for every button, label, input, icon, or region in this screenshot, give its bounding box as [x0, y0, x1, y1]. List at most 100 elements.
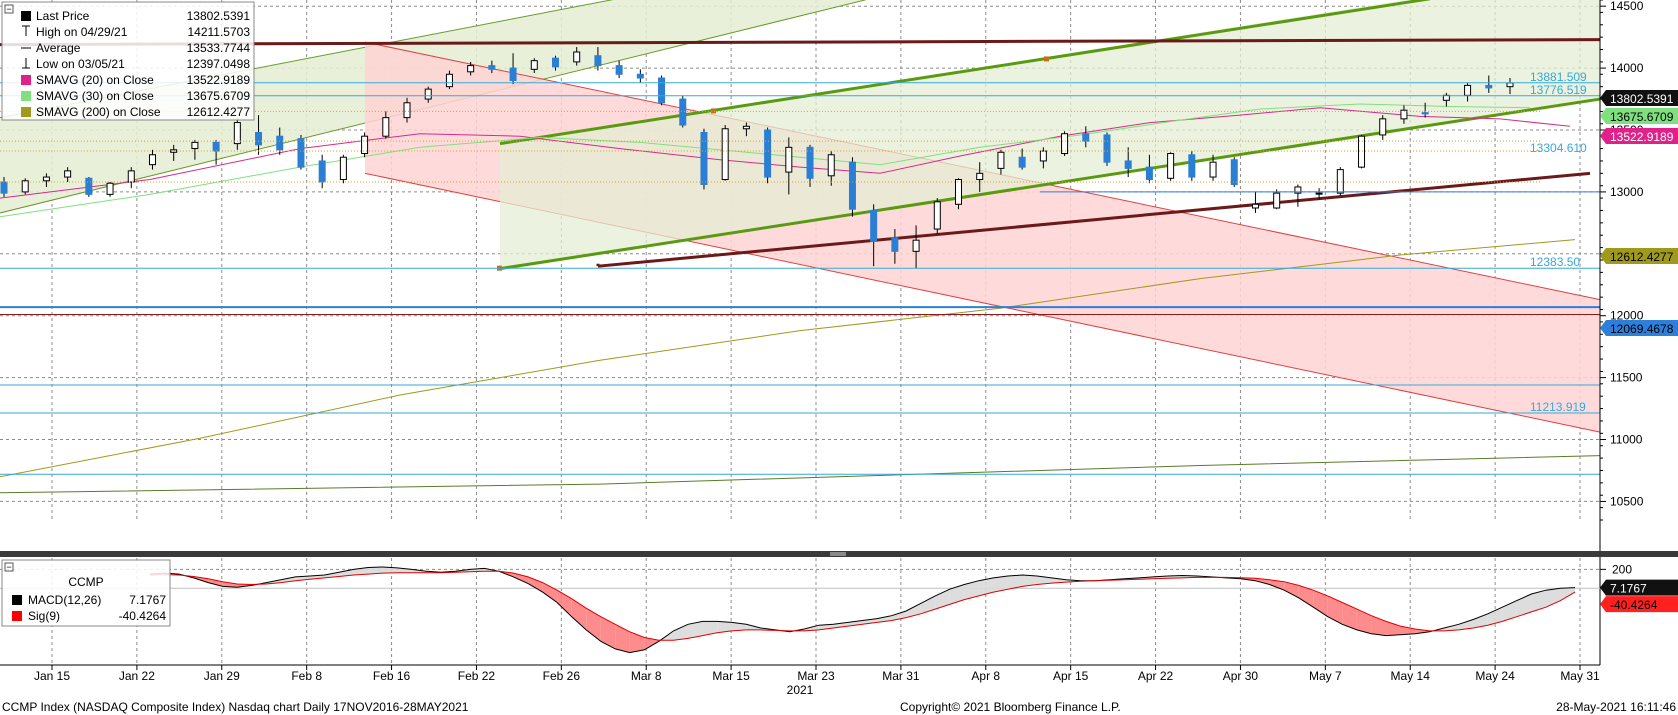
candle [509, 53, 517, 85]
price-label-box [1600, 320, 1678, 336]
candle-body [1421, 112, 1429, 115]
candle [594, 47, 602, 71]
macd-fill [1298, 585, 1314, 608]
candle-body [827, 154, 835, 177]
macd-fill [964, 580, 979, 600]
candle-body [1294, 186, 1302, 194]
legend-row: SMAVG (200) on Close 12612.4277 [21, 105, 250, 119]
candle [1167, 152, 1175, 181]
axis-tick-label: 200 [1612, 562, 1632, 576]
candle-body [997, 151, 1005, 169]
macd-fill [717, 621, 732, 633]
legend-label: High on 04/29/21 [36, 25, 128, 39]
legend-collapse-glyph: − [6, 562, 11, 572]
candle [318, 154, 326, 189]
legend-macd[interactable]: − CCMP MACD(12,26) 7.1767 Sig(9) -40.4264 [1, 559, 171, 627]
candle-body [1400, 109, 1408, 120]
legend-value: 14211.5703 [187, 25, 250, 39]
x-tick-label: Jan 22 [119, 669, 155, 683]
candle-body [742, 125, 750, 130]
macd-fill [1007, 575, 1023, 590]
macd-fill [1051, 577, 1067, 584]
candle [976, 162, 984, 192]
x-tick-label: Feb 16 [373, 669, 411, 683]
legend-value: 13533.7744 [187, 41, 251, 55]
level-label: 13304.610 [1530, 141, 1587, 155]
legend-main[interactable]: − Last Price 13802.5391 High on 04/29/21 142… [1, 1, 255, 121]
macd-fill [1356, 609, 1372, 634]
candle-body [467, 65, 475, 73]
macd-fill [368, 566, 383, 575]
x-tick-label: Jan 15 [34, 669, 70, 683]
candle [891, 229, 899, 264]
candle-body [1018, 156, 1026, 168]
candle-body [297, 138, 305, 168]
price-label-text: 12069.4678 [1610, 322, 1674, 336]
candle [615, 60, 623, 78]
candle-body [891, 237, 899, 252]
candle [445, 70, 453, 90]
candle-body [1124, 160, 1132, 169]
x-tick-label: Mar 15 [712, 669, 750, 683]
macd-fill [571, 598, 587, 630]
price-candles [0, 47, 1514, 269]
candle-body [382, 117, 390, 137]
macd-fill [949, 584, 965, 605]
legend-row: SMAVG (20) on Close 13522.9189 [21, 73, 250, 87]
macd-fill [1415, 628, 1430, 634]
legend-row: Sig(9) -40.4264 [12, 609, 166, 623]
candle [297, 134, 305, 170]
candle [1336, 167, 1344, 196]
legend-value: 12612.4277 [187, 105, 251, 119]
macd-fill [629, 631, 645, 653]
candle-body [658, 77, 666, 104]
candle-body [276, 135, 284, 151]
panel-resize-handle[interactable] [830, 552, 846, 556]
candle-body [806, 146, 814, 179]
legend-swatch [21, 11, 31, 21]
candle [339, 154, 347, 184]
candle [233, 117, 241, 150]
price-label-text: 13802.5391 [1610, 92, 1674, 106]
legend-label: Sig(9) [28, 609, 60, 623]
candle [21, 178, 29, 195]
candle-body [318, 160, 326, 183]
candle-body [85, 177, 93, 195]
legend-box [1, 1, 255, 121]
candle-body [403, 102, 411, 119]
candle [870, 204, 878, 267]
macd-fill [644, 637, 659, 650]
candle-body [1209, 161, 1217, 178]
candle [573, 47, 581, 66]
candle [1145, 154, 1153, 184]
candle [1358, 134, 1366, 169]
candle-body [1167, 153, 1175, 179]
candle [1061, 131, 1069, 156]
candle [1018, 148, 1026, 170]
macd-fill [688, 621, 703, 639]
candle-body [509, 67, 517, 81]
candle [806, 144, 814, 187]
macd-fill [1444, 624, 1459, 631]
legend-row: Average 13533.7744 [21, 41, 250, 55]
candle [1230, 157, 1238, 187]
price-label-box [1600, 108, 1678, 124]
candle [148, 149, 156, 170]
legend-value: 7.1767 [129, 593, 166, 607]
legend-swatch [12, 611, 22, 621]
macd-fill [920, 595, 936, 614]
signal-line [149, 570, 1576, 641]
candle [127, 167, 135, 189]
candle-body [21, 180, 29, 193]
macd-fill [1487, 607, 1503, 626]
macd-price-label-text: -40.4264 [1610, 598, 1658, 612]
candle-body [870, 209, 878, 242]
macd-fill [542, 582, 558, 603]
sma-200-line [0, 239, 1576, 478]
macd-price-label: -40.4264 [1600, 596, 1678, 613]
year-label: 2021 [787, 683, 814, 697]
anchor-marker [1044, 56, 1049, 62]
x-tick-label: Feb 8 [291, 669, 322, 683]
candle [1421, 102, 1429, 118]
candle-body [127, 170, 135, 183]
